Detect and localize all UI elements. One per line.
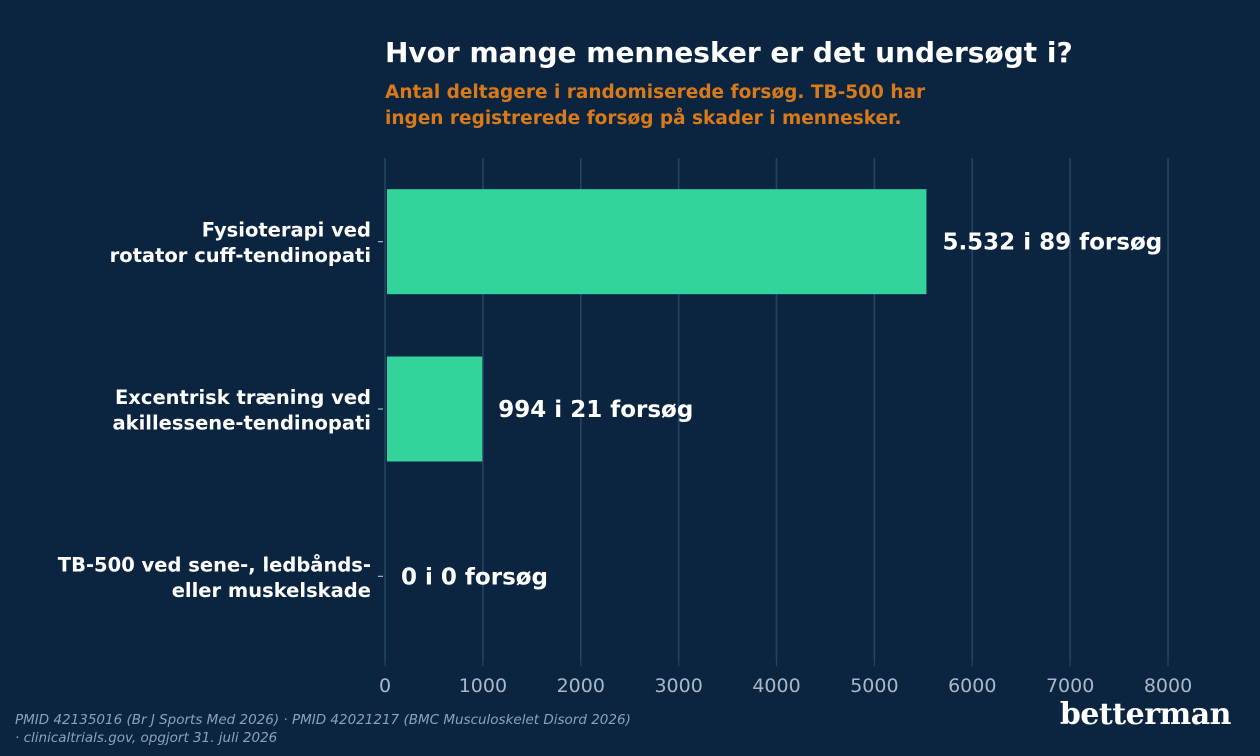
x-tick-label: 1000 [459,675,507,697]
category-label: TB-500 ved sene-, ledbånds-eller muskels… [58,552,371,601]
x-tick-label: 8000 [1144,675,1192,697]
category-label: Fysioterapi ved rotator cuff-tendinopati [110,219,371,267]
subtitle-line-1: Antal deltagere i randomiserede forsøg. … [385,82,926,103]
x-tick-label: 3000 [654,675,702,697]
data-label: 994 i 21 forsøg [498,397,693,423]
category-label-line: TB-500 ved sene-, ledbånds- [58,552,371,576]
brand-logo: betterman [1059,697,1232,732]
x-tick-label: 0 [379,675,391,697]
bar-chart: 0 1000 2000 3000 4000 5000 6000 7000 8000 Fysiote… [58,158,1192,697]
x-tick-label: 2000 [557,675,605,697]
chart-title: Hvor mange mennesker er det undersøgt i? [385,36,1073,69]
category-label-line: akillessene-tendinopati [112,411,371,434]
category-label-line: Fysioterapi ved [202,219,371,242]
data-label: 0 i 0 forsøg [401,564,548,590]
x-tick-label: 6000 [948,675,996,697]
subtitle-line-2: ingen registrerede forsøg på skader i me… [385,108,902,129]
category-label-line: eller muskelskade [172,579,371,602]
source-line-1: PMID 42135016 (Br J Sports Med 2026) · P… [15,712,631,728]
category-label-line: Excentrisk træning ved [115,386,371,409]
bar [387,189,927,295]
data-label: 5.532 i 89 forsøg [942,230,1162,256]
source-line-2: · clinicaltrials.gov, opgjort 31. juli 2… [15,730,278,746]
x-tick-label: 7000 [1046,675,1094,697]
category-label-line: rotator cuff-tendinopati [110,244,371,267]
source-footnote: PMID 42135016 (Br J Sports Med 2026) · P… [15,711,631,747]
chart-subtitle: Antal deltagere i randomiserede forsøg. … [385,80,1025,132]
bar [387,356,483,462]
x-tick-label: 4000 [752,675,800,697]
category-label: Excentrisk træning ved akillessene-tendin… [112,386,371,434]
x-tick-label: 5000 [850,675,898,697]
